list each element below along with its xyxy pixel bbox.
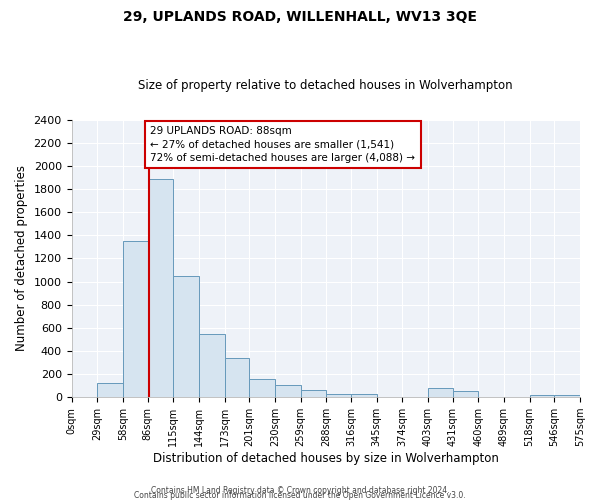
Text: Contains HM Land Registry data © Crown copyright and database right 2024.: Contains HM Land Registry data © Crown c… <box>151 486 449 495</box>
Y-axis label: Number of detached properties: Number of detached properties <box>15 166 28 352</box>
Bar <box>199 334 224 397</box>
Text: Contains public sector information licensed under the Open Government Licence v3: Contains public sector information licen… <box>134 491 466 500</box>
Bar <box>173 276 199 397</box>
Bar <box>301 390 326 397</box>
X-axis label: Distribution of detached houses by size in Wolverhampton: Distribution of detached houses by size … <box>153 452 499 465</box>
Bar <box>148 178 173 397</box>
Title: Size of property relative to detached houses in Wolverhampton: Size of property relative to detached ho… <box>139 79 513 92</box>
Bar <box>224 358 249 397</box>
Bar <box>530 396 554 397</box>
Bar <box>351 394 377 397</box>
Bar <box>97 383 123 397</box>
Bar <box>428 388 452 397</box>
Bar <box>123 241 148 397</box>
Bar <box>275 385 301 397</box>
Text: 29, UPLANDS ROAD, WILLENHALL, WV13 3QE: 29, UPLANDS ROAD, WILLENHALL, WV13 3QE <box>123 10 477 24</box>
Text: 29 UPLANDS ROAD: 88sqm
← 27% of detached houses are smaller (1,541)
72% of semi-: 29 UPLANDS ROAD: 88sqm ← 27% of detached… <box>151 126 415 163</box>
Bar <box>554 396 580 397</box>
Bar <box>452 392 478 397</box>
Bar <box>249 378 275 397</box>
Bar <box>326 394 351 397</box>
